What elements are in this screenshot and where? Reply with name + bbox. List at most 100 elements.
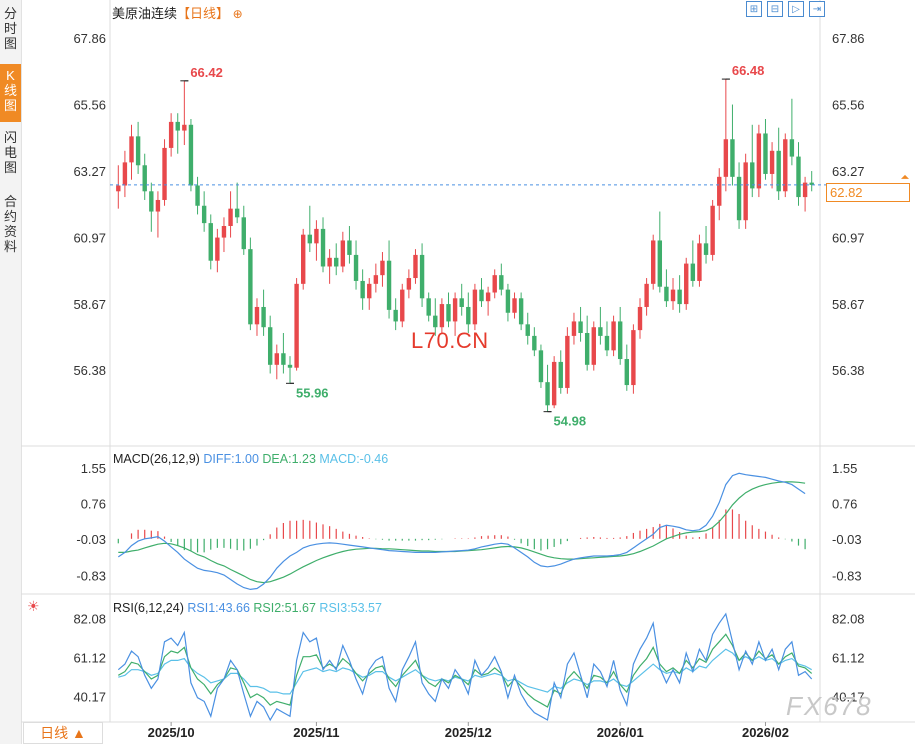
candle-up (631, 330, 636, 386)
candle-up (294, 283, 299, 368)
rsi2-line (118, 633, 813, 708)
low-label: 55.96 (296, 385, 329, 400)
macd-tick-left: 1.55 (81, 461, 106, 476)
candle-down (604, 335, 610, 351)
candle-up (340, 240, 346, 267)
candle-up (697, 243, 702, 281)
candle-up (802, 182, 808, 198)
settings-icon[interactable]: ☀ (27, 598, 40, 614)
rsi-tick-left: 82.08 (73, 611, 106, 626)
candle-down (267, 327, 273, 365)
macd-tick-left: -0.03 (76, 532, 106, 547)
candle-up (571, 321, 577, 336)
candle-up (413, 254, 418, 279)
candle-down (149, 191, 154, 212)
rsi-tick-right: 40.17 (832, 689, 865, 704)
candle-up (215, 237, 220, 261)
tab-flash-chart[interactable]: 闪电图 (3, 130, 17, 175)
candle-down (241, 217, 246, 250)
candle-up (367, 283, 372, 299)
x-tick-label: 2025/10 (148, 725, 195, 740)
x-tick-label: 2025/11 (293, 725, 339, 740)
candle-down (353, 254, 359, 281)
candle-down (664, 286, 669, 302)
macd-diff-value: DIFF:1.00 (203, 452, 259, 466)
candle-up (129, 136, 134, 163)
candle-down (578, 321, 583, 333)
candle-up (512, 298, 517, 313)
high-label: 66.48 (732, 63, 765, 78)
candle-down (518, 298, 524, 325)
candle-up (743, 162, 748, 221)
macd-tick-left: -0.83 (76, 568, 106, 583)
high-label: 66.42 (190, 65, 223, 80)
add-indicator-icon[interactable]: ⊕ (232, 7, 243, 21)
tab-timeshare[interactable]: 分时图 (3, 6, 17, 51)
candle-down (499, 275, 504, 290)
macd-dea-value: DEA:1.23 (262, 452, 316, 466)
candle-down (532, 335, 537, 351)
candle-down (598, 327, 603, 336)
price-tick-left: 65.56 (73, 98, 106, 113)
candle-up (644, 283, 649, 307)
rsi-legend: RSI(6,12,24) RSI1:43.66 RSI2:51.67 RSI3:… (113, 601, 382, 615)
rsi-tick-right: 82.08 (832, 611, 865, 626)
view-sidebar: 分时图 K线图 闪电图 合约资料 (0, 0, 22, 744)
x-tick-label: 2025/12 (445, 725, 492, 740)
zoom-out-icon[interactable]: ⊟ (767, 1, 783, 17)
tab-kline[interactable]: K线图 (0, 64, 21, 122)
price-tick-right: 67.86 (832, 31, 865, 46)
candle-down (750, 162, 755, 189)
fast-forward-icon[interactable]: ⇥ (809, 1, 825, 17)
candle-up (400, 289, 405, 322)
candle-up (380, 260, 385, 276)
candle-up (684, 263, 689, 305)
macd-tick-right: 1.55 (832, 461, 857, 476)
period-label[interactable]: 【日线】 (177, 6, 230, 21)
macd-title: MACD(26,12,9) (113, 452, 200, 466)
step-forward-icon[interactable]: ▷ (788, 1, 804, 17)
price-tick-right: 56.38 (832, 363, 865, 378)
candle-down (466, 306, 471, 325)
candle-up (122, 162, 128, 186)
candle-up (274, 353, 279, 365)
candle-down (730, 139, 735, 177)
price-tick-left: 60.97 (73, 230, 106, 245)
rsi1-value: RSI1:43.66 (187, 601, 250, 615)
candle-down (175, 121, 180, 131)
tab-contract-info[interactable]: 合约资料 (3, 194, 17, 254)
candle-up (591, 327, 596, 365)
candle-up (611, 321, 616, 351)
candle-down (479, 289, 484, 302)
candle-down (320, 228, 326, 267)
price-tick-right: 58.67 (832, 297, 865, 312)
candle-down (261, 306, 266, 328)
zoom-in-icon[interactable]: ⊞ (746, 1, 762, 17)
price-tick-left: 67.86 (73, 31, 106, 46)
price-tick-left: 58.67 (73, 297, 106, 312)
candle-down (763, 133, 768, 174)
candle-down (796, 156, 801, 198)
macd-tick-right: -0.83 (832, 568, 862, 583)
period-selector-button[interactable]: 日线 ▲ (23, 722, 103, 744)
candle-down (776, 150, 781, 192)
rsi-title: RSI(6,12,24) (113, 601, 184, 615)
candle-up (723, 139, 729, 177)
candle-down (386, 260, 392, 310)
candle-up (168, 121, 174, 148)
chart-title: 美原油连续【日线】 ⊕ (112, 3, 243, 22)
macd-legend: MACD(26,12,9) DIFF:1.00 DEA:1.23 MACD:-0… (113, 452, 388, 466)
candle-down (347, 240, 352, 255)
candle-up (327, 257, 332, 267)
candle-down (617, 321, 623, 360)
rsi3-line (118, 648, 812, 695)
macd-tick-right: 0.76 (832, 496, 857, 511)
candle-down (419, 254, 425, 299)
watermark-center: L70.CN (411, 328, 489, 353)
watermark-corner: FX678 (786, 691, 873, 721)
price-tick-right: 63.27 (832, 164, 865, 179)
candle-down (736, 176, 742, 221)
candle-down (677, 289, 682, 305)
candle-down (789, 139, 795, 157)
